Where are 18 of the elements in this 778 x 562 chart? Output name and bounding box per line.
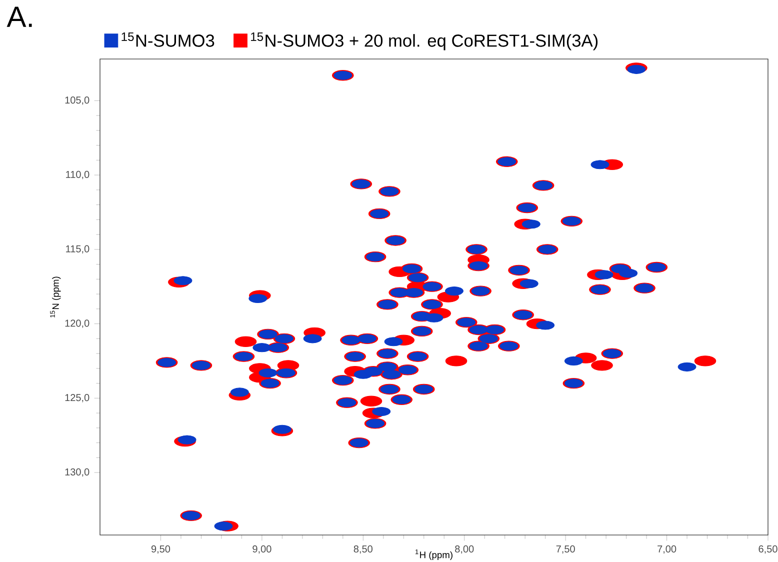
legend-label: $^{15}$N-SUMO3 + 20 mol. eq CoREST1-SIM(3A) xyxy=(251,32,598,50)
x-tick-label: 7,00 xyxy=(658,545,676,554)
text: A. xyxy=(6,6,32,27)
x-tick-label: 6,50 xyxy=(758,545,778,554)
x-tick-label: 9,00 xyxy=(252,545,272,554)
y-axis-title: $^{15}$N (ppm) xyxy=(50,276,61,318)
x-axis-title: $^{1}$H (ppm) xyxy=(415,550,452,560)
x-tick-label: 8,00 xyxy=(455,545,474,554)
y-tick-label: 120,0 xyxy=(65,320,90,328)
x-tick-label: 9,50 xyxy=(151,545,170,554)
x-tick-label: 8,50 xyxy=(354,545,372,554)
y-tick-label: 105,0 xyxy=(65,96,90,105)
y-tick-label: 130,0 xyxy=(65,468,90,477)
x-tick-label: 7,50 xyxy=(556,545,575,554)
y-tick-label: 125,0 xyxy=(65,394,90,402)
y-tick-label: 115,0 xyxy=(66,245,90,254)
y-tick-label: 110,0 xyxy=(66,170,90,180)
legend-label: $^{15}$N-SUMO3 xyxy=(122,32,214,47)
